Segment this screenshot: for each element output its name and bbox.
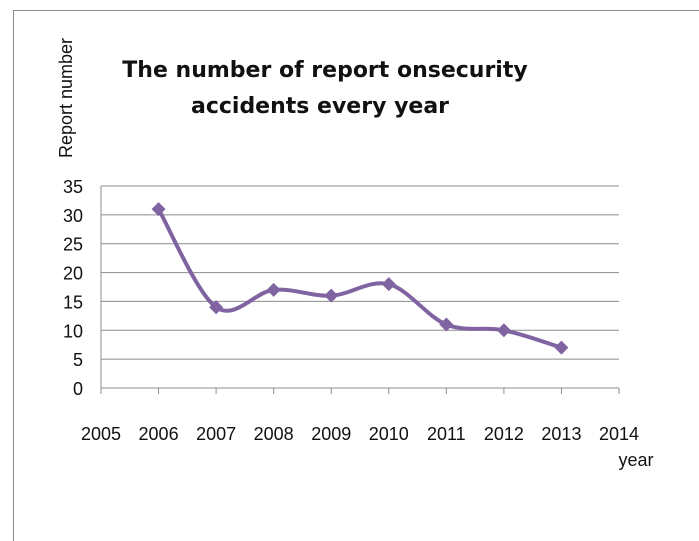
x-tick-label-2010: 2010	[369, 424, 409, 444]
x-tick-label-2008: 2008	[254, 424, 294, 444]
chart-title-line-1: The number of report onsecurity	[122, 58, 527, 83]
chart-title-line-2: accidents every year	[191, 94, 449, 119]
data-point-2009	[324, 288, 339, 303]
y-tick-label-30: 30	[63, 206, 83, 226]
x-axis-label: year	[618, 450, 653, 470]
chart-frame	[13, 10, 699, 541]
y-tick-label-0: 0	[73, 379, 83, 399]
y-axis-label: Report number	[56, 38, 76, 158]
data-point-2010	[381, 277, 396, 292]
y-tick-label-35: 35	[63, 177, 83, 197]
data-point-2007	[209, 300, 224, 315]
x-tick-label-2007: 2007	[196, 424, 236, 444]
data-point-2006	[151, 202, 166, 217]
data-point-2008	[266, 282, 281, 297]
x-tick-label-2006: 2006	[139, 424, 179, 444]
y-tick-label-25: 25	[63, 235, 83, 255]
y-tick-label-10: 10	[63, 321, 83, 341]
y-tick-label-20: 20	[63, 264, 83, 284]
x-tick-label-2005: 2005	[81, 424, 121, 444]
x-tick-label-2012: 2012	[484, 424, 524, 444]
x-tick-label-2011: 2011	[427, 424, 466, 444]
y-tick-label-15: 15	[63, 292, 83, 312]
x-tick-label-2014: 2014	[599, 424, 639, 444]
x-tick-label-2009: 2009	[311, 424, 351, 444]
data-point-2012	[496, 323, 511, 338]
y-tick-label-5: 5	[73, 350, 83, 370]
data-point-2013	[554, 340, 569, 355]
data-point-2011	[439, 317, 454, 332]
x-tick-label-2013: 2013	[541, 424, 581, 444]
